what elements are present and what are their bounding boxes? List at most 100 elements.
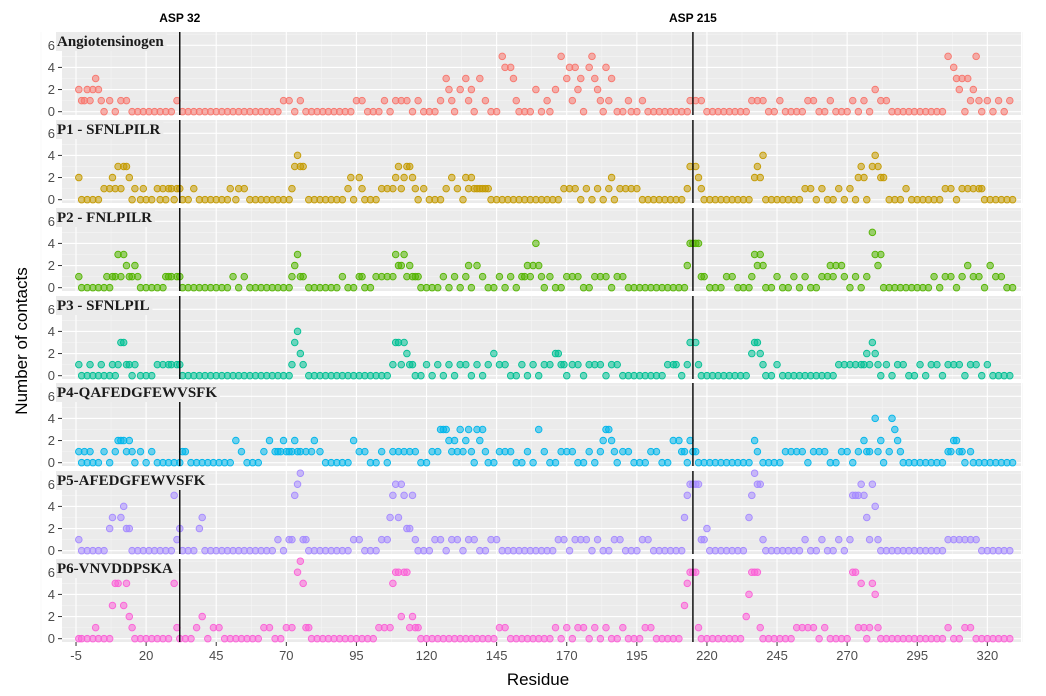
data-point [801,272,809,281]
data-point [397,612,406,621]
data-point [290,491,299,500]
data-point [672,360,680,369]
data-point [585,283,593,292]
data-point [613,458,621,467]
data-point [776,96,784,105]
y-tick-label: 2 [48,346,55,361]
data-point [949,63,958,72]
data-point [307,447,316,456]
data-point [375,107,383,116]
data-point [994,96,1003,105]
data-point [935,195,944,204]
y-tick-label: 2 [48,433,55,448]
data-point [579,458,588,467]
data-point [829,195,837,204]
data-point [574,360,582,369]
data-point [607,173,616,182]
data-point [652,447,661,456]
panel-title-background [56,32,167,51]
y-tick-label: 0 [48,455,55,470]
data-point [579,107,588,116]
data-point [288,272,296,281]
data-point [624,447,633,456]
data-point [422,458,431,467]
data-point [506,272,515,281]
y-tick-label: 6 [48,565,55,580]
data-point [501,283,509,292]
data-point [759,96,767,105]
panel-background [62,120,1021,203]
data-point [490,458,498,467]
data-point [411,184,420,193]
panel-title: P4-QAFEDGFEWVSFK [57,385,217,401]
data-point [408,491,417,500]
data-point [562,371,571,380]
data-point [501,360,509,369]
data-point [111,371,120,380]
data-point [977,184,986,193]
data-point [753,162,762,171]
data-point [602,63,610,72]
data-point [347,107,355,116]
y-tick-label: 0 [48,192,55,207]
panel-title: Angiotensinogen [57,34,164,50]
data-point [874,447,882,456]
data-point [958,272,966,281]
panel-title-background [56,559,176,578]
data-point [843,634,851,643]
data-point [638,96,647,105]
data-point [882,360,891,369]
data-point [863,195,871,204]
data-point [694,239,703,248]
data-point [680,283,689,292]
data-point [290,436,299,445]
data-point [355,535,363,544]
data-point [453,535,462,544]
x-tick-label: 220 [696,648,718,663]
data-point [860,173,868,182]
panel-title: P5-AFEDGFEWVSFK [57,473,206,489]
data-point [812,283,821,292]
data-point [829,546,837,555]
data-point [425,546,434,555]
data-point [288,360,296,369]
data-point [296,96,305,105]
data-point [422,360,431,369]
data-point [977,371,986,380]
data-point [966,447,975,456]
data-point [888,414,896,423]
data-point [837,261,846,270]
data-point [697,96,706,105]
data-point [285,371,293,380]
data-point [607,283,616,292]
data-point [899,360,907,369]
data-point [108,513,117,522]
data-point [122,579,131,588]
data-point [181,447,190,456]
data-point [195,524,204,533]
data-point [394,162,403,171]
data-point [414,272,422,281]
data-point [442,74,450,83]
data-point [122,261,131,270]
panel-title-background [56,208,155,227]
data-point [434,360,442,369]
data-point [790,272,798,281]
data-point [383,371,392,380]
data-point [798,107,807,116]
data-point [419,184,428,193]
data-point [742,612,750,621]
x-tick-label: 245 [766,648,788,663]
data-point [902,184,910,193]
data-point [972,360,980,369]
data-point [290,107,299,116]
data-point [91,623,100,632]
data-point [663,458,672,467]
data-point [955,360,964,369]
data-point [167,546,176,555]
data-point [989,107,997,116]
data-point [296,349,305,358]
data-point [616,535,624,544]
data-point [400,173,408,182]
